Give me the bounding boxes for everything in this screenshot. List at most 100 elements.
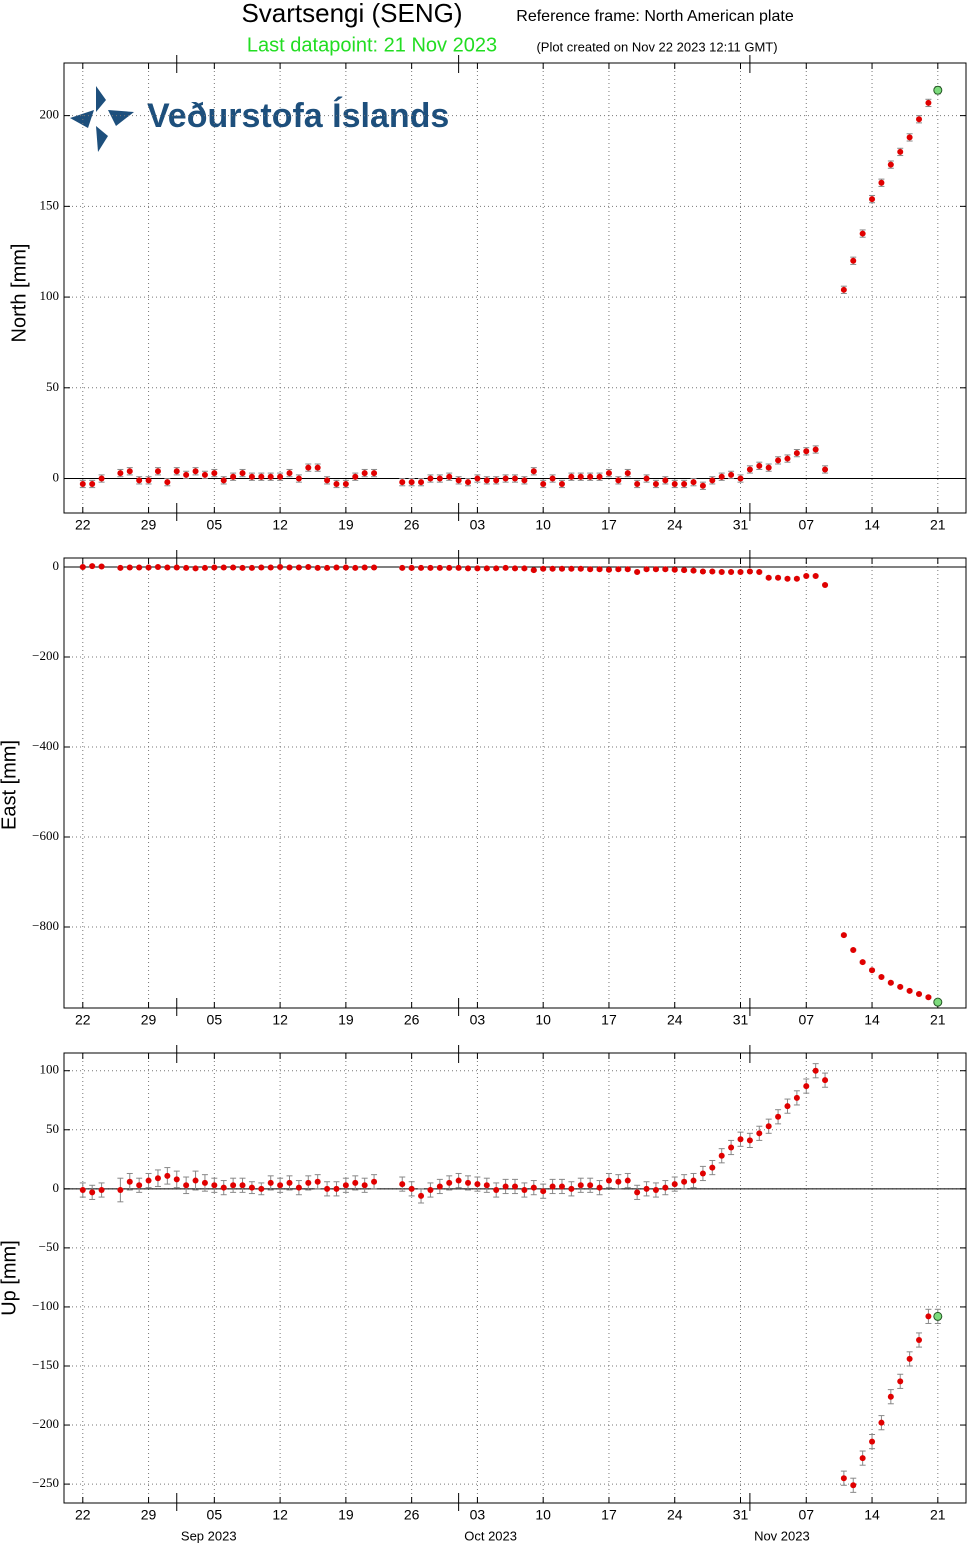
x-tick-label: 03 — [470, 1012, 486, 1028]
point — [455, 477, 462, 484]
point — [408, 479, 415, 486]
point — [154, 564, 161, 570]
point — [79, 480, 86, 487]
point — [483, 477, 490, 484]
last-point — [933, 1311, 943, 1321]
point — [211, 564, 218, 571]
point — [568, 1185, 575, 1192]
point — [869, 196, 876, 203]
point — [897, 983, 904, 990]
x-tick-label: 14 — [864, 1012, 880, 1028]
point — [408, 1185, 415, 1192]
point — [690, 479, 697, 486]
point — [925, 99, 932, 106]
point — [737, 475, 744, 482]
point — [605, 1177, 612, 1184]
point — [916, 116, 923, 123]
point — [173, 564, 180, 571]
point — [746, 466, 753, 473]
y-axis-label: East [mm] — [0, 740, 20, 830]
point — [521, 565, 528, 572]
point — [164, 479, 171, 486]
y-tick-label: 100 — [40, 288, 60, 303]
point — [408, 564, 415, 571]
point — [850, 946, 857, 953]
month-label: Sep 2023 — [181, 1528, 237, 1543]
point — [474, 1181, 481, 1188]
point — [154, 1175, 161, 1182]
point — [258, 564, 265, 571]
point — [709, 477, 716, 484]
x-tick-label: 05 — [207, 1012, 223, 1028]
point — [399, 1181, 406, 1188]
point — [145, 564, 152, 571]
point — [427, 1187, 434, 1194]
point — [474, 565, 481, 572]
point — [624, 1177, 631, 1184]
point — [822, 466, 829, 473]
point — [455, 564, 462, 571]
point — [418, 564, 425, 571]
point — [352, 473, 359, 480]
point — [765, 464, 772, 471]
point — [126, 1178, 133, 1185]
point — [324, 1185, 331, 1192]
point — [446, 1179, 453, 1186]
point — [230, 473, 237, 480]
point — [784, 1103, 791, 1110]
y-tick-label: 0 — [53, 558, 60, 573]
x-tick-label: 17 — [601, 1507, 617, 1523]
point — [737, 1136, 744, 1143]
point — [558, 565, 565, 572]
plot-frame — [63, 1052, 967, 1504]
point — [512, 565, 518, 572]
point — [136, 564, 143, 571]
point — [352, 564, 359, 571]
point — [342, 564, 349, 571]
point — [596, 473, 603, 480]
point — [502, 564, 509, 571]
point — [145, 477, 152, 484]
point — [333, 1185, 340, 1192]
x-tick-label: 12 — [272, 517, 288, 533]
point — [295, 1184, 302, 1191]
point — [615, 477, 622, 484]
point — [643, 566, 650, 573]
point — [615, 566, 622, 573]
x-tick-label: 22 — [75, 1507, 91, 1523]
point — [925, 994, 932, 1001]
point — [436, 564, 443, 571]
logo-shape — [108, 110, 134, 126]
point — [89, 563, 96, 570]
x-tick-label: 12 — [272, 1012, 288, 1028]
point — [793, 450, 800, 457]
point — [568, 473, 575, 480]
point — [183, 564, 190, 571]
point — [615, 1178, 622, 1185]
point — [126, 564, 133, 571]
logo-text: Veðurstofa Íslands — [147, 97, 449, 135]
point — [98, 563, 105, 570]
x-tick-label: 31 — [733, 517, 749, 533]
point — [183, 1182, 190, 1189]
point — [718, 568, 725, 575]
point — [455, 1177, 462, 1184]
y-tick-label: 50 — [46, 379, 59, 394]
y-tick-label: 100 — [40, 1062, 60, 1077]
point — [756, 462, 763, 469]
point — [897, 1378, 904, 1385]
point — [530, 1184, 537, 1191]
point — [418, 479, 425, 486]
point — [427, 475, 434, 482]
x-tick-label: 05 — [207, 517, 223, 533]
point — [662, 477, 669, 484]
x-tick-label: 14 — [864, 517, 880, 533]
point — [342, 480, 349, 487]
point — [502, 475, 509, 482]
point — [436, 475, 443, 482]
y-tick-label: −50 — [39, 1239, 59, 1254]
point — [558, 1183, 565, 1190]
x-tick-label: 22 — [75, 517, 91, 533]
point — [483, 565, 490, 572]
point — [324, 564, 331, 571]
